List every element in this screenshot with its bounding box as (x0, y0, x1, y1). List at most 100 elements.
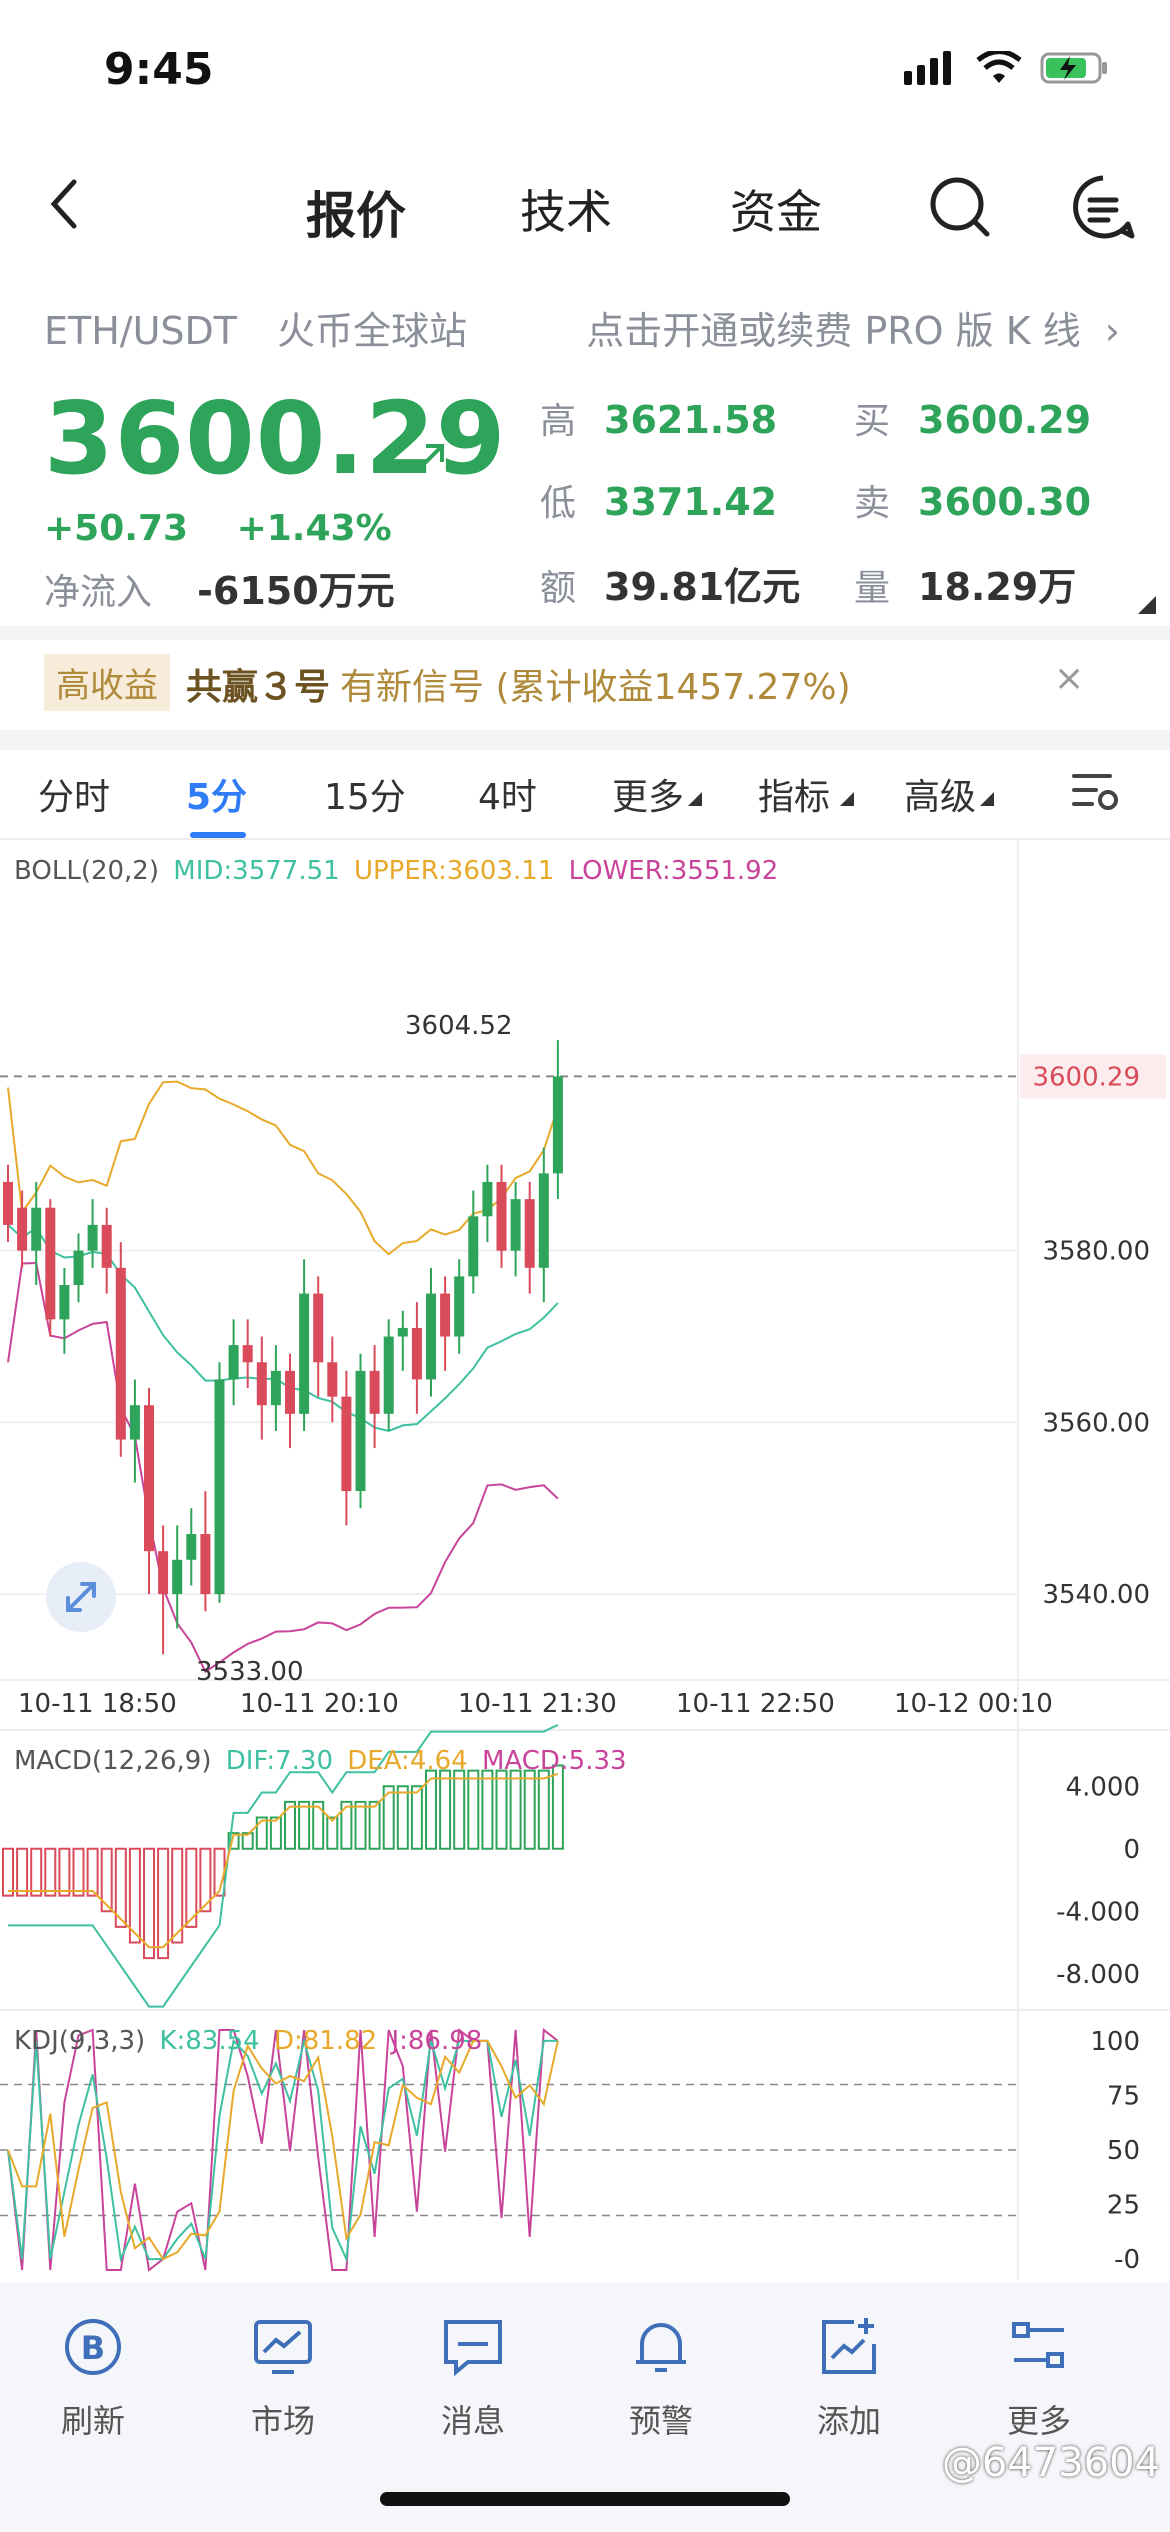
macd-bar (128, 1847, 141, 1944)
candle-body (496, 1181, 507, 1251)
dropdown-triangle-icon (688, 792, 702, 806)
stat-bid: 买 3600.29 (854, 398, 1092, 442)
macd-bar (312, 1800, 325, 1850)
active-tab-indicator (190, 832, 246, 838)
tab-indicators[interactable]: 指标 (758, 777, 831, 818)
candle-body (327, 1362, 338, 1397)
boll-legend: BOLL(20,2) MID:3577.51 UPPER:3603.11 LOW… (14, 856, 779, 886)
svg-text:B: B (81, 2329, 105, 2367)
tab-quote[interactable]: 报价 (306, 187, 406, 245)
candle-body (440, 1293, 451, 1337)
time-axis-label: 10-11 20:10 (240, 1689, 399, 1719)
pro-kline-link[interactable]: 点击开通或续费 PRO 版 K 线 › (586, 309, 1120, 353)
kdj-panel (0, 2028, 1018, 2272)
expand-arrows-icon (66, 1582, 96, 1612)
tab-timeshare[interactable]: 分时 (38, 777, 111, 818)
kdj-k-line (7, 2036, 558, 2263)
macd-bar (439, 1769, 452, 1850)
nav-more[interactable]: 更多 (944, 2312, 1134, 2442)
back-button[interactable] (44, 174, 88, 234)
candle-body (256, 1362, 267, 1406)
boll-lower-line (7, 1262, 559, 1674)
macd-bar (537, 1769, 550, 1850)
candle-body (538, 1173, 549, 1268)
price-tag-bg (1020, 1054, 1166, 1099)
bell-icon (636, 2323, 686, 2372)
kdj-d-line (7, 2039, 559, 2261)
macd-bar (551, 1764, 564, 1850)
close-icon[interactable]: × (1054, 658, 1085, 699)
signal-banner[interactable]: 高收益 共赢３号 有新信号 (累计收益1457.27%) × (0, 640, 1170, 730)
candle-body (172, 1559, 183, 1595)
tab-15min[interactable]: 15分 (324, 777, 406, 818)
fullscreen-button[interactable] (46, 1562, 116, 1632)
candle-body (313, 1293, 324, 1363)
candle-body (242, 1345, 253, 1363)
net-inflow-label: 净流入 (44, 572, 153, 613)
pair-header: ETH/USDT 火币全球站 (44, 300, 467, 355)
stat-low: 低 3371.42 (540, 480, 778, 524)
nav-alerts[interactable]: 预警 (566, 2312, 756, 2442)
refresh-b-icon: B (65, 2319, 121, 2375)
candles (3, 1040, 563, 1655)
candle-body (426, 1293, 436, 1380)
macd-bar (86, 1847, 99, 1897)
macd-bar (114, 1847, 127, 1928)
candle-body (228, 1345, 239, 1380)
tab-more-periods[interactable]: 更多 (612, 777, 685, 818)
macd-bar (185, 1847, 198, 1928)
candle-body (383, 1336, 394, 1414)
macd-bar (481, 1769, 494, 1850)
tab-technical[interactable]: 技术 (520, 185, 612, 239)
nav-refresh[interactable]: B 刷新 (0, 2312, 188, 2442)
macd-bar (143, 1847, 155, 1960)
macd-bar (199, 1847, 212, 1913)
signal-text: 有新信号 (累计收益1457.27%) (340, 667, 851, 708)
macd-bar (298, 1800, 311, 1850)
candle-body (101, 1224, 112, 1268)
tab-advanced[interactable]: 高级 (904, 777, 977, 818)
candle-body (186, 1534, 197, 1560)
macd-bar (368, 1800, 381, 1850)
chart-settings-icon[interactable] (1070, 768, 1120, 814)
dropdown-triangle-icon (980, 792, 994, 806)
low-annotation: 3533.00 (196, 1657, 304, 1687)
macd-axis-label: 0 (1123, 1835, 1140, 1865)
macd-bar (453, 1769, 466, 1850)
expand-corner-icon[interactable] (1138, 596, 1156, 614)
chat-button[interactable] (1068, 172, 1138, 242)
candle-body (397, 1327, 408, 1337)
exchange-name: 火币全球站 (277, 309, 468, 353)
kline-chart[interactable]: 3600.29 3580.00 3560.00 3540.00 10-11 18:50 1… (0, 840, 1170, 2280)
boll-mid-line (7, 1224, 559, 1433)
nav-messages[interactable]: 消息 (378, 2312, 568, 2442)
home-indicator (380, 2492, 790, 2506)
high-yield-chip: 高收益 (44, 654, 170, 711)
macd-bar (2, 1847, 14, 1897)
macd-axis-label: -8.000 (1056, 1960, 1140, 1990)
macd-bar (410, 1785, 423, 1850)
tab-5min[interactable]: 5分 (186, 777, 248, 818)
more-settings-icon (1012, 2322, 1064, 2368)
tab-funds[interactable]: 资金 (730, 185, 822, 239)
nav-add[interactable]: 添加 (754, 2312, 944, 2442)
strategy-name: 共赢３号 (186, 667, 331, 708)
candle-body (454, 1276, 465, 1337)
price-axis-label: 3580.00 (1042, 1237, 1150, 1267)
kdj-axis-label: 100 (1090, 2027, 1140, 2057)
macd-bar (157, 1847, 170, 1960)
axis-labels: 3600.29 3580.00 3560.00 3540.00 10-11 18:50 1… (18, 1011, 1166, 2275)
candle-body (31, 1207, 42, 1251)
search-button[interactable] (925, 172, 995, 242)
tab-4h[interactable]: 4时 (478, 777, 537, 818)
macd-bar (354, 1800, 367, 1850)
macd-bar (523, 1769, 536, 1850)
candle-body (129, 1405, 140, 1440)
signal-icon (904, 51, 951, 85)
watermark: @6473604 (941, 2440, 1160, 2486)
macd-dif-line (8, 1723, 559, 2008)
nav-market[interactable]: 市场 (188, 2312, 378, 2442)
stat-high: 高 3621.58 (540, 398, 778, 442)
macd-bar (340, 1800, 353, 1850)
boll-upper-line (7, 1080, 559, 1256)
